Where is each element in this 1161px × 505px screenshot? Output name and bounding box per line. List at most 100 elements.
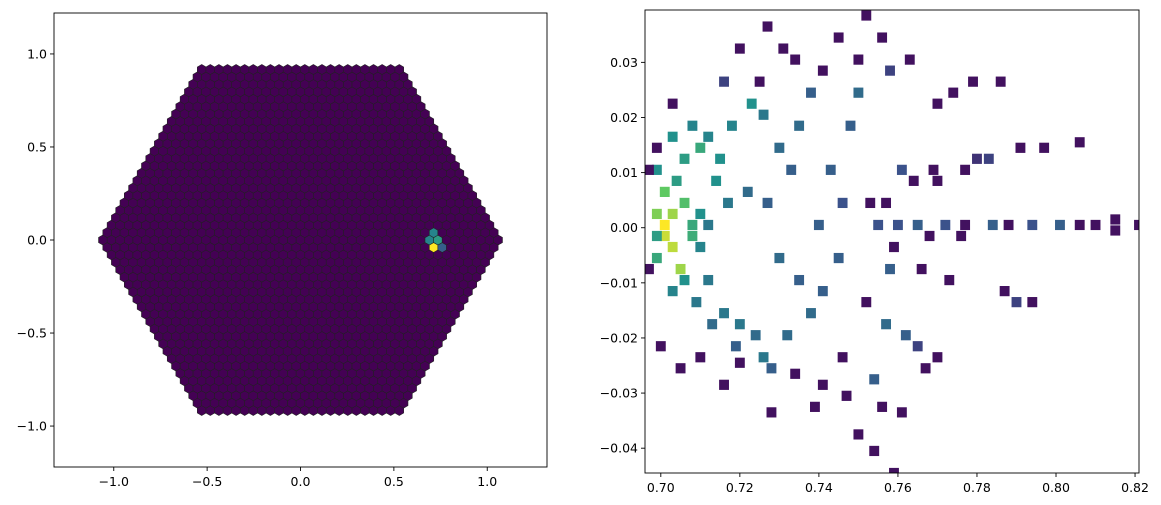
histogram-bin bbox=[865, 197, 876, 209]
histogram-bin bbox=[912, 219, 923, 231]
histogram-bin bbox=[659, 219, 670, 231]
y-tick-label: 0.01 bbox=[610, 165, 638, 180]
y-tick-label: 0.00 bbox=[610, 220, 638, 235]
camera-map-y-axis: −1.0 −0.5 0.0 0.5 1.0 bbox=[17, 46, 54, 434]
camera-pixel bbox=[222, 64, 233, 75]
histogram-bin bbox=[889, 241, 899, 253]
histogram-bin bbox=[659, 230, 670, 242]
camera-pixel bbox=[325, 64, 336, 75]
histogram-bin bbox=[806, 308, 816, 319]
camera-map-x-axis: −1.0 −0.5 0.0 0.5 1.0 bbox=[99, 467, 497, 489]
y-tick-label: 0.0 bbox=[27, 233, 47, 248]
histogram-bin bbox=[924, 230, 935, 242]
histogram-bin bbox=[667, 286, 678, 297]
histogram-bin bbox=[1027, 297, 1038, 308]
histogram-bin bbox=[734, 357, 745, 368]
histogram-bin bbox=[817, 379, 828, 390]
x-tick-label: 0.74 bbox=[805, 480, 833, 495]
histogram-bin bbox=[1011, 297, 1022, 308]
histogram-bin bbox=[774, 252, 785, 264]
histogram-bin bbox=[845, 120, 856, 131]
histogram-bin-layer bbox=[645, 10, 1139, 473]
x-tick-label: 0.72 bbox=[726, 480, 754, 495]
y-tick-label: 0.03 bbox=[610, 55, 638, 70]
histogram-bin bbox=[968, 76, 978, 87]
histogram-bin bbox=[711, 175, 722, 186]
histogram-bin bbox=[719, 308, 729, 319]
histogram-bin bbox=[790, 368, 801, 379]
histogram-bin bbox=[645, 263, 654, 275]
camera-pixel bbox=[360, 64, 370, 75]
histogram-bin bbox=[806, 87, 816, 98]
histogram-bin bbox=[896, 407, 907, 418]
histogram-panel: 0.70 0.72 0.74 0.76 0.78 0.80 0.82 0.030.020.0… bbox=[600, 9, 1149, 495]
histogram-bin bbox=[960, 219, 971, 231]
histogram-bin bbox=[695, 241, 706, 253]
histogram-bin bbox=[908, 175, 919, 186]
histogram-bin bbox=[766, 363, 777, 374]
histogram-bin bbox=[928, 164, 939, 175]
camera-pixel bbox=[231, 64, 241, 75]
x-tick-label: 1.0 bbox=[477, 474, 497, 489]
histogram-bin bbox=[734, 319, 745, 330]
histogram-bin bbox=[766, 407, 777, 418]
histogram-bin bbox=[786, 164, 797, 175]
histogram-bin bbox=[794, 120, 805, 131]
y-tick-label: −0.5 bbox=[17, 326, 47, 341]
camera-pixel bbox=[197, 64, 207, 75]
histogram-bin bbox=[861, 297, 872, 308]
histogram-bin bbox=[695, 352, 706, 363]
histogram-bin bbox=[833, 32, 844, 43]
camera-pixel bbox=[214, 64, 224, 75]
histogram-bin bbox=[869, 374, 880, 385]
histogram-bin bbox=[881, 197, 892, 209]
histogram-bin bbox=[651, 252, 662, 264]
histogram-bin bbox=[877, 32, 888, 43]
histogram-bin bbox=[762, 197, 773, 209]
histogram-bin bbox=[746, 98, 757, 109]
histogram-bin bbox=[1074, 137, 1085, 148]
y-tick-label: −0.02 bbox=[600, 330, 638, 345]
histogram-bin bbox=[671, 175, 682, 186]
histogram-bin bbox=[940, 219, 951, 231]
camera-pixel bbox=[282, 64, 293, 75]
histogram-bin bbox=[853, 429, 864, 440]
histogram-bin bbox=[837, 197, 848, 209]
histogram-bin bbox=[651, 208, 662, 220]
histogram-bin bbox=[667, 208, 678, 220]
histogram-bin bbox=[675, 363, 686, 374]
histogram-bin bbox=[655, 341, 666, 352]
x-tick-label: 0.80 bbox=[1042, 480, 1070, 495]
histogram-bin bbox=[881, 319, 892, 330]
y-tick-label: 1.0 bbox=[27, 46, 47, 61]
histogram-bin bbox=[667, 241, 678, 253]
histogram-bin bbox=[774, 142, 785, 153]
camera-pixel bbox=[257, 64, 267, 75]
histogram-bin bbox=[679, 197, 690, 209]
histogram-bin bbox=[691, 297, 702, 308]
x-tick-label: 0.70 bbox=[647, 480, 675, 495]
x-tick-label: 0.0 bbox=[291, 474, 311, 489]
histogram-bin bbox=[645, 164, 654, 175]
y-tick-label: 0.02 bbox=[610, 110, 638, 125]
histogram-bin bbox=[817, 286, 828, 297]
histogram-bin bbox=[727, 120, 737, 131]
camera-pixel bbox=[239, 64, 250, 75]
histogram-bin bbox=[719, 379, 729, 390]
camera-pixel bbox=[386, 64, 396, 75]
y-tick-label: −1.0 bbox=[17, 419, 47, 434]
histogram-bin bbox=[742, 186, 753, 197]
histogram-bin bbox=[885, 263, 895, 275]
histogram-bin bbox=[1003, 219, 1014, 231]
histogram-bin bbox=[932, 98, 943, 109]
histogram-bin bbox=[892, 219, 903, 231]
camera-pixel bbox=[368, 64, 379, 75]
histogram-bin bbox=[687, 219, 698, 231]
histogram-bin bbox=[904, 54, 915, 65]
camera-pixel bbox=[308, 64, 319, 75]
camera-pixel-layer bbox=[98, 64, 503, 416]
camera-pixel bbox=[291, 64, 301, 75]
histogram-bin bbox=[675, 263, 686, 275]
histogram-bin bbox=[944, 274, 955, 286]
